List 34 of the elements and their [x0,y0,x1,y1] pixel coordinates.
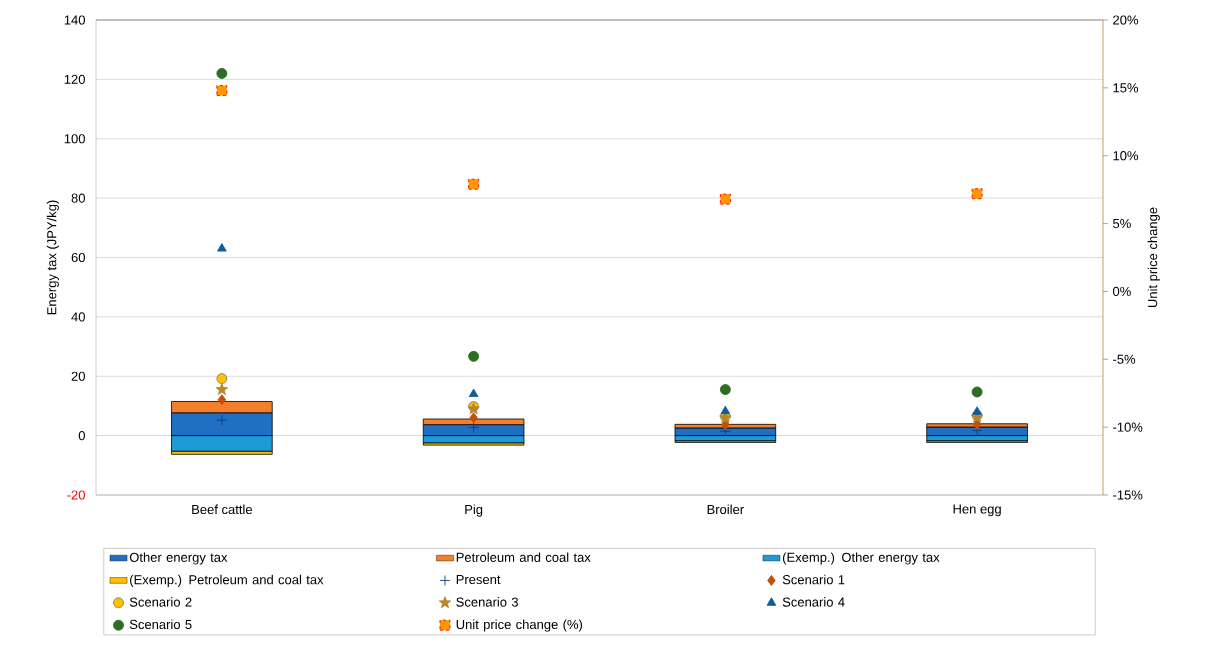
y2-tick-label: 5% [1113,218,1131,229]
y-tick-label: -20 [67,490,85,500]
x-tick-label: Beef cattle [192,504,252,515]
y2-tick-label: -15% [1113,490,1143,500]
y-tick-label: 100 [64,134,85,144]
legend-label: Scenario 5 [129,619,192,630]
y2-tick-label: 10% [1113,151,1139,161]
x-tick-label: Hen egg [953,504,1001,517]
y-tick-label: 120 [64,74,85,84]
x-tick-label: Broiler [707,504,744,515]
y2-tick-label: -10% [1113,422,1143,432]
y2-tick-label: 20% [1113,15,1139,25]
legend-label: Unit price change (%) [456,619,583,632]
legend-label: Other energy tax [129,552,228,565]
y-axis-title: Energy tax (JPY/kg) [46,200,59,315]
y-tick-label: 60 [71,252,85,263]
y2-axis-title: Unit price change [1147,207,1160,308]
legend-label: Scenario 3 [456,597,519,607]
y-tick-label: 0 [78,431,85,441]
legend-label: Petroleum and coal tax [456,552,591,562]
legend-label: (Exemp.) Other energy tax [782,552,940,565]
x-tick-label: Pig [465,504,483,517]
y2-tick-label: 0% [1113,286,1131,297]
legend-label: Scenario 4 [782,597,845,607]
legend-label: Scenario 1 [782,574,845,585]
legend-label: Present [456,575,501,585]
legend-label: Scenario 2 [129,597,192,607]
legend-label: (Exemp.) Petroleum and coal tax [130,574,324,587]
y2-tick-label: 15% [1113,83,1139,93]
y-tick-label: 40 [71,312,85,322]
y-tick-label: 140 [64,15,85,25]
y2-tick-label: -5% [1113,354,1136,364]
y-tick-label: 20 [71,371,85,381]
y-tick-label: 80 [71,193,85,203]
